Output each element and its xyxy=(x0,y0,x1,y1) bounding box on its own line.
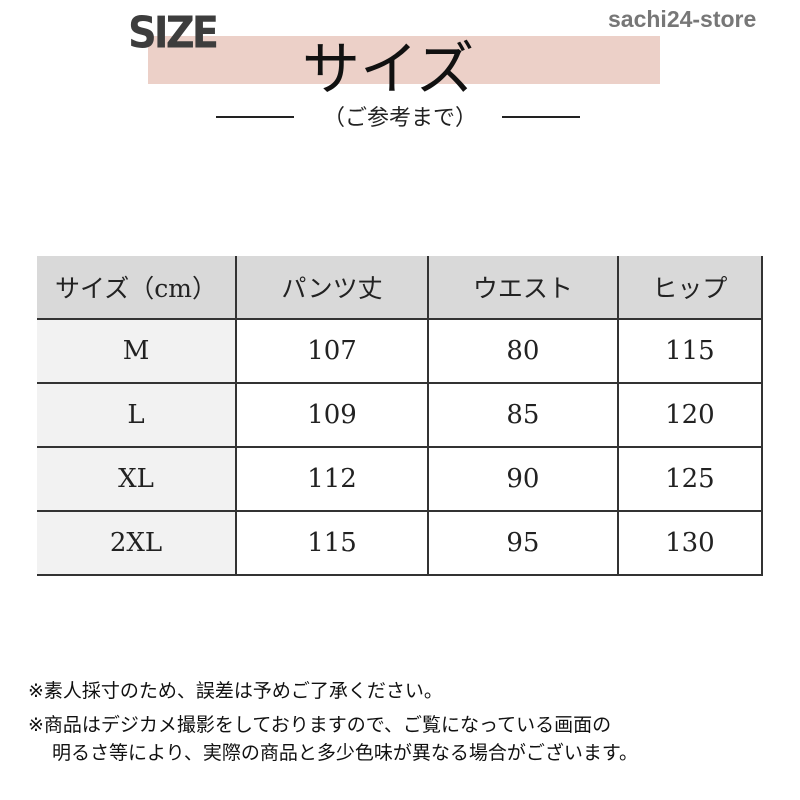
table-row: XL 112 90 125 xyxy=(37,446,764,512)
note-color: ※商品はデジカメ撮影をしておりますので、ご覧になっている画面の xyxy=(28,714,612,736)
size-logo: SIZE xyxy=(128,7,219,59)
cell: 125 xyxy=(616,446,764,512)
table-header: サイズ（cm） パンツ丈 ウエスト ヒップ xyxy=(37,256,764,320)
page-title: サイズ xyxy=(302,35,475,103)
size-cell: M xyxy=(37,318,237,384)
store-name: sachi24-store xyxy=(608,6,757,32)
cell: 80 xyxy=(427,318,619,384)
column-header: ヒップ xyxy=(616,256,764,320)
cell: 112 xyxy=(234,446,430,512)
size-table: サイズ（cm） パンツ丈 ウエスト ヒップ M 107 80 115 L 109… xyxy=(37,256,764,576)
cell: 130 xyxy=(616,510,764,576)
column-header: ウエスト xyxy=(427,256,619,320)
table-row: L 109 85 120 xyxy=(37,382,764,448)
note-color-cont: 明るさ等により、実際の商品と多少色味が異なる場合がございます。 xyxy=(52,742,638,764)
size-cell: 2XL xyxy=(37,510,237,576)
column-header: パンツ丈 xyxy=(234,256,430,320)
cell: 109 xyxy=(234,382,430,448)
cell: 115 xyxy=(616,318,764,384)
divider-right xyxy=(502,116,580,118)
cell: 85 xyxy=(427,382,619,448)
table-row: 2XL 115 95 130 xyxy=(37,510,764,576)
cell: 120 xyxy=(616,382,764,448)
divider-left xyxy=(216,116,294,118)
table-row: M 107 80 115 xyxy=(37,318,764,384)
title-band xyxy=(148,36,660,84)
cell: 90 xyxy=(427,446,619,512)
cell: 107 xyxy=(234,318,430,384)
note-measurement: ※素人採寸のため、誤差は予めご了承ください。 xyxy=(28,680,443,702)
size-cell: XL xyxy=(37,446,237,512)
subtitle: （ご参考まで） xyxy=(322,106,477,131)
cell: 95 xyxy=(427,510,619,576)
column-header: サイズ（cm） xyxy=(37,256,237,320)
cell: 115 xyxy=(234,510,430,576)
size-cell: L xyxy=(37,382,237,448)
